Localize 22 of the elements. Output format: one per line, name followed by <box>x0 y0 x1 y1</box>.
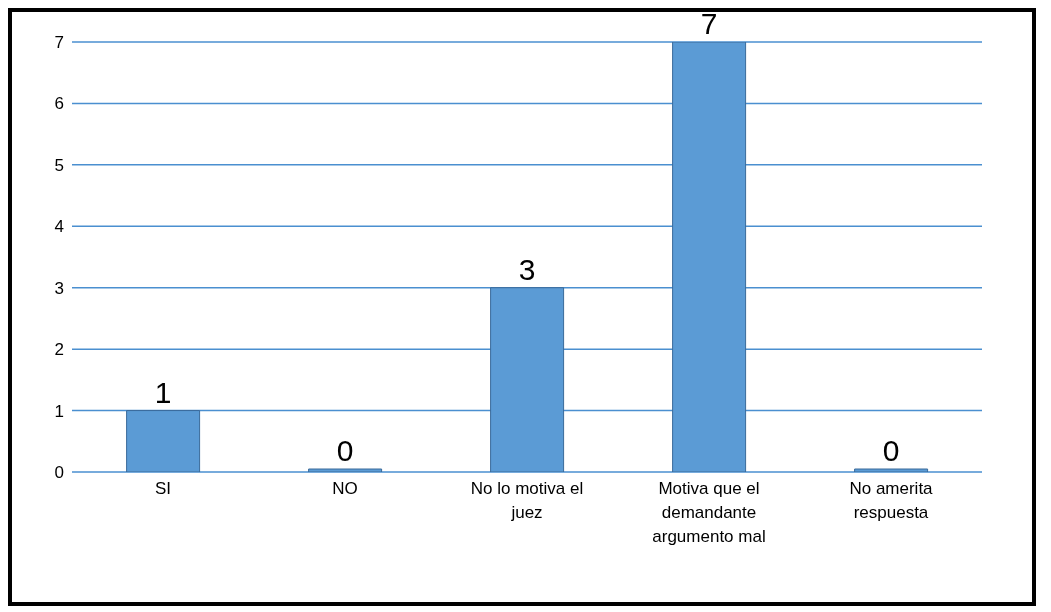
y-tick-label: 7 <box>54 33 64 53</box>
y-tick-label: 0 <box>54 463 64 483</box>
x-tick-label: No lo motiva el juez <box>470 479 584 522</box>
data-label: 7 <box>700 7 718 40</box>
data-label: 3 <box>518 252 536 286</box>
x-tick-label: No amerita respuesta <box>849 479 934 522</box>
bar <box>308 468 383 472</box>
x-tick-label: NO <box>332 479 358 498</box>
x-tick-label: Motiva que el demandante argumento mal <box>652 479 766 546</box>
bar <box>672 42 747 472</box>
data-label: 1 <box>154 375 172 409</box>
y-tick-label: 2 <box>54 340 64 360</box>
y-tick-label: 3 <box>54 278 64 298</box>
bar <box>490 287 565 472</box>
y-tick-label: 4 <box>54 217 64 237</box>
y-tick-label: 6 <box>54 94 64 114</box>
y-tick-label: 5 <box>54 155 64 175</box>
data-label: 0 <box>882 434 900 467</box>
bar <box>854 468 929 472</box>
y-tick-label: 1 <box>54 401 64 421</box>
x-tick-label: SI <box>154 479 172 498</box>
data-label: 0 <box>336 434 354 467</box>
